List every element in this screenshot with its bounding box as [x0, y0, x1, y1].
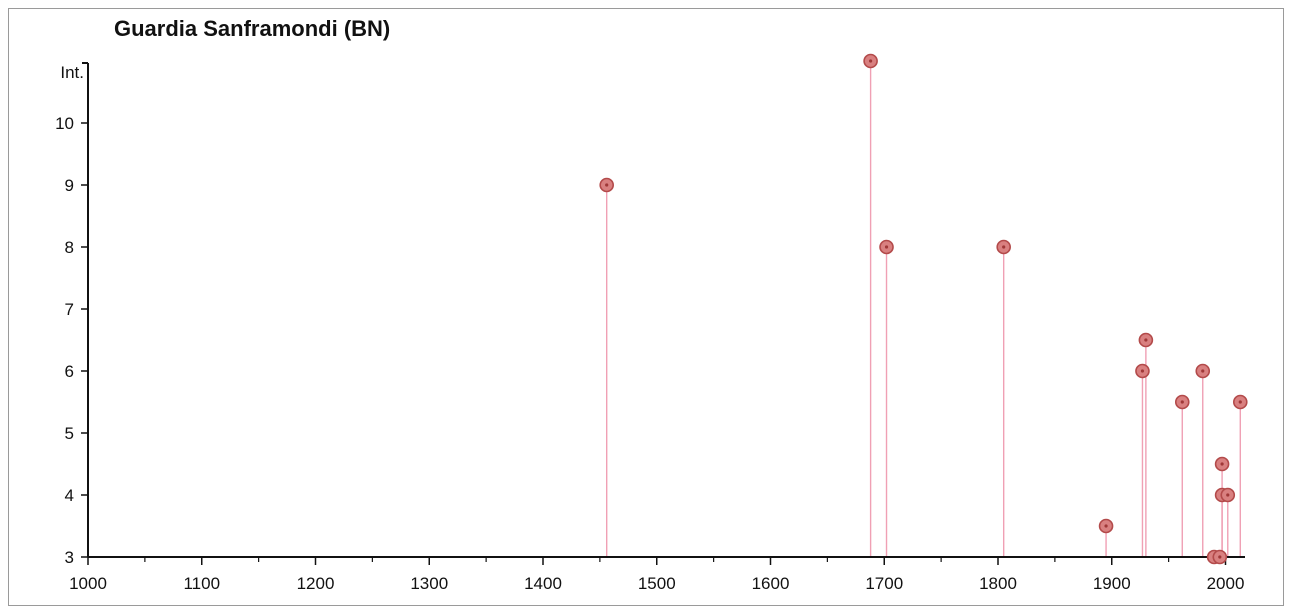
data-point-center-10: [1218, 555, 1222, 559]
y-tick-label: 7: [65, 300, 74, 319]
x-tick-label: 1700: [865, 574, 903, 593]
x-tick-label: 1600: [752, 574, 790, 593]
x-tick-label: 1900: [1093, 574, 1131, 593]
x-tick-label: 1000: [69, 574, 107, 593]
data-point-center-8: [1201, 369, 1205, 373]
data-point-center-14: [1238, 400, 1242, 404]
x-tick-label: 1400: [524, 574, 562, 593]
data-point-center-3: [1002, 245, 1006, 249]
data-point-center-6: [1144, 338, 1148, 342]
y-tick-label: 5: [65, 424, 74, 443]
x-tick-label: 1200: [297, 574, 335, 593]
y-tick-label: 3: [65, 548, 74, 567]
data-point-center-13: [1226, 493, 1230, 497]
data-point-center-11: [1220, 462, 1224, 466]
y-tick-label: 8: [65, 238, 74, 257]
chart-frame: [8, 8, 1284, 606]
x-tick-label: 1500: [638, 574, 676, 593]
x-tick-label: 1300: [410, 574, 448, 593]
x-tick-label: 2000: [1207, 574, 1245, 593]
x-tick-label: 1100: [183, 574, 220, 593]
data-point-center-5: [1140, 369, 1145, 373]
data-point-center-1: [869, 59, 873, 63]
data-point-center-0: [605, 183, 609, 187]
data-point-center-4: [1104, 524, 1108, 528]
x-tick-label: 1800: [979, 574, 1017, 593]
y-axis-label: Int.: [60, 63, 84, 82]
chart-title: Guardia Sanframondi (BN): [114, 16, 391, 41]
y-tick-label: 10: [55, 114, 74, 133]
data-point-center-7: [1180, 400, 1184, 404]
data-point-center-2: [884, 245, 889, 249]
y-tick-label: 6: [65, 362, 74, 381]
y-tick-label: 4: [65, 486, 74, 505]
y-tick-label: 9: [65, 176, 74, 195]
